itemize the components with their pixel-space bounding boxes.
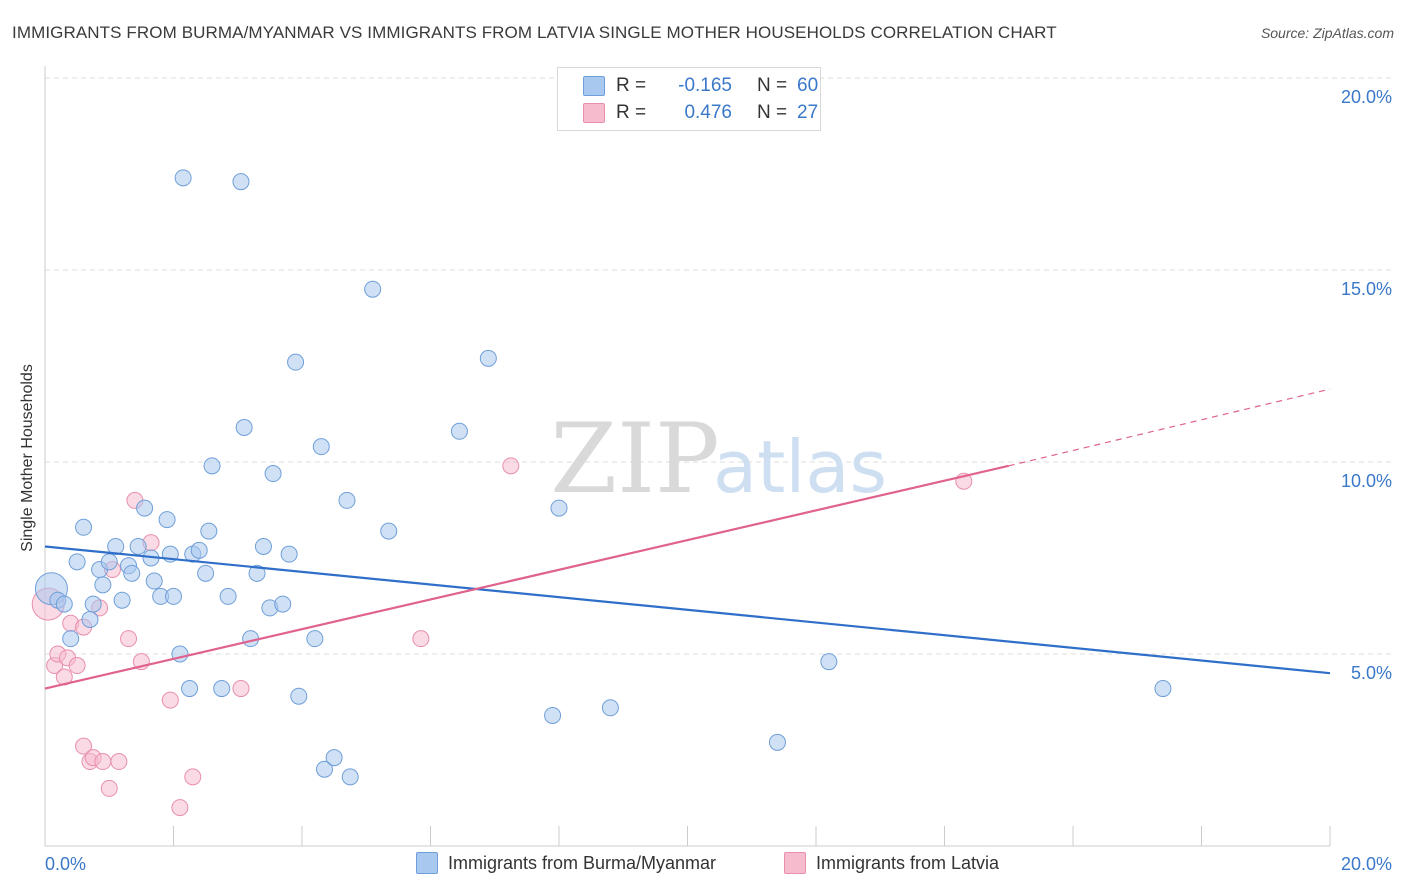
y-tick-label: 20.0% — [1341, 87, 1392, 107]
burma-point — [325, 749, 343, 767]
burma-point — [100, 553, 118, 571]
burma-point — [280, 545, 298, 563]
latvia-point — [161, 691, 179, 709]
latvia-point — [110, 753, 128, 771]
series-legend: Immigrants from Burma/Myanmar Immigrants… — [0, 852, 1406, 876]
burma-point — [248, 564, 266, 582]
burma-point — [94, 576, 112, 594]
watermark-zip: ZIP — [550, 403, 719, 515]
burma-point — [219, 587, 237, 605]
burma-point — [450, 422, 468, 440]
latvia-point — [232, 680, 250, 698]
latvia-swatch — [784, 852, 806, 874]
burma-point — [254, 537, 272, 555]
tick-labels: 5.0% 10.0% 15.0% 20.0% 0.0% 20.0% — [45, 87, 1392, 874]
latvia-points — [31, 457, 973, 817]
burma-point — [290, 687, 308, 705]
burma-point — [235, 418, 253, 436]
legend-label-burma: Immigrants from Burma/Myanmar — [448, 852, 717, 873]
latvia-point — [75, 737, 93, 755]
burma-swatch — [416, 852, 438, 874]
burma-point — [200, 522, 218, 540]
burma-point — [145, 572, 163, 590]
burma-point — [62, 630, 80, 648]
burma-point — [75, 518, 93, 536]
burma-point — [380, 522, 398, 540]
watermark-atlas: atlas — [713, 425, 887, 509]
burma-point — [274, 595, 292, 613]
burma-point — [113, 591, 131, 609]
burma-swatch — [583, 76, 605, 96]
y-tick-label: 10.0% — [1341, 471, 1392, 491]
burma-point — [364, 280, 382, 298]
burma-point — [181, 680, 199, 698]
n-label: N = — [757, 75, 788, 96]
burma-point — [203, 457, 221, 475]
latvia-point — [100, 779, 118, 797]
burma-points — [34, 169, 1172, 786]
legend-item-burma: Immigrants from Burma/Myanmar — [416, 852, 716, 874]
burma-point — [312, 438, 330, 456]
burma-point — [601, 699, 619, 717]
burma-point — [197, 564, 215, 582]
gridlines — [45, 77, 1392, 655]
burma-point — [213, 680, 231, 698]
chart-title: IMMIGRANTS FROM BURMA/MYANMAR VS IMMIGRA… — [12, 23, 1057, 42]
burma-point — [315, 760, 333, 778]
r-label: R = — [616, 102, 647, 123]
latvia-point — [502, 457, 520, 475]
burma-point — [68, 553, 86, 571]
y-tick-label: 15.0% — [1341, 279, 1392, 299]
burma-point — [123, 564, 141, 582]
burma-point — [81, 610, 99, 628]
burma-point — [136, 499, 154, 517]
legend-item-latvia: Immigrants from Latvia — [784, 852, 999, 874]
latvia-swatch — [583, 103, 605, 123]
n-value: 27 — [797, 102, 819, 123]
burma-point — [165, 587, 182, 605]
burma-point — [84, 595, 102, 613]
correlation-legend: R = -0.165 N = 60 R = 0.476 N = 27 — [557, 67, 821, 131]
burma-trend-line — [44, 545, 1331, 675]
burma-point — [174, 169, 192, 187]
r-value: 0.476 — [684, 102, 732, 123]
source-label: Source: ZipAtlas.com — [1260, 25, 1394, 41]
latvia-point — [171, 799, 189, 817]
n-value: 60 — [797, 75, 819, 96]
x-tick-label-min: 0.0% — [45, 854, 86, 874]
latvia-trend-extension — [1008, 388, 1331, 467]
latvia-point — [68, 657, 86, 675]
burma-point — [768, 733, 786, 751]
n-label: N = — [757, 102, 788, 123]
burma-point — [820, 653, 838, 671]
burma-point — [158, 511, 176, 529]
y-tick-label: 5.0% — [1351, 663, 1392, 683]
burma-point — [338, 491, 356, 509]
burma-point — [479, 349, 497, 367]
trend-lines — [44, 388, 1331, 690]
burma-point — [55, 595, 73, 613]
x-tick-label-max: 20.0% — [1341, 854, 1392, 874]
burma-point — [264, 465, 282, 483]
latvia-point — [120, 630, 138, 648]
r-label: R = — [616, 75, 647, 96]
r-value: -0.165 — [678, 75, 732, 96]
axes — [44, 66, 1331, 847]
burma-point — [341, 768, 359, 786]
watermark: ZIP atlas — [550, 403, 887, 515]
burma-point — [190, 541, 208, 559]
burma-point — [1154, 680, 1172, 698]
burma-point — [306, 630, 324, 648]
latvia-point — [184, 768, 202, 786]
burma-point — [550, 499, 568, 517]
burma-point — [129, 537, 147, 555]
latvia-trend-line — [44, 464, 1009, 690]
latvia-point — [94, 753, 112, 771]
legend-label-latvia: Immigrants from Latvia — [816, 852, 1000, 873]
burma-point — [287, 353, 305, 371]
burma-point — [232, 173, 250, 191]
latvia-point — [412, 630, 430, 648]
burma-point — [544, 706, 562, 724]
